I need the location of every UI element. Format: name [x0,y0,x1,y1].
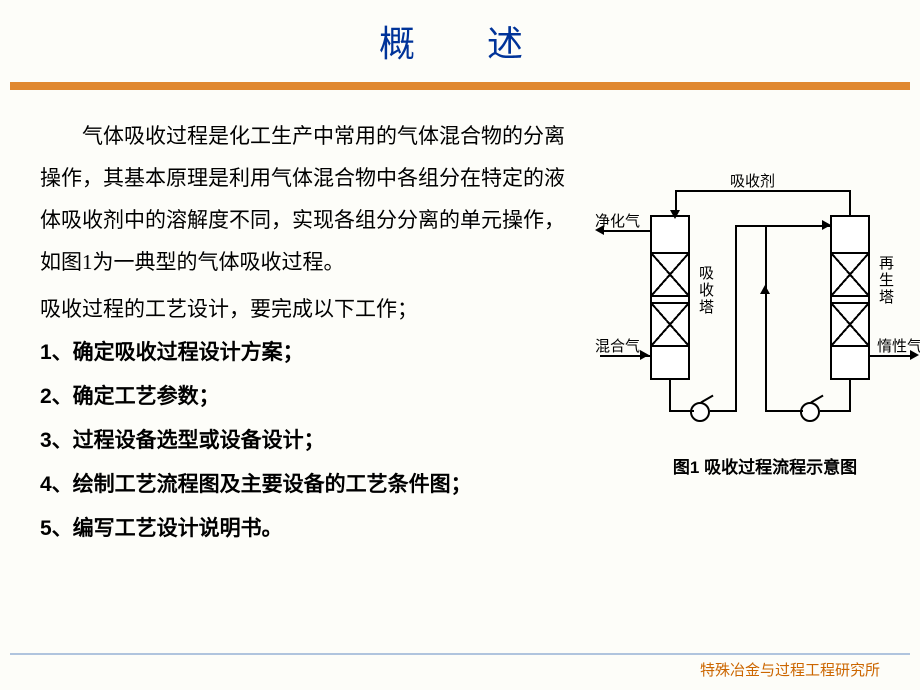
line [669,410,694,412]
line [710,410,735,412]
list-item: 4、绘制工艺流程图及主要设备的工艺条件图； [40,464,580,506]
regenerator-column-icon [830,215,870,380]
body-paragraph: 气体吸收过程是化工生产中常用的气体混合物的分离操作，其基本原理是利用气体混合物中… [40,115,580,283]
arrow-icon [760,285,770,294]
list-item: 1、确定吸收过程设计方案； [40,332,580,374]
figure-caption: 图1 吸收过程流程示意图 [615,453,915,478]
line [735,225,830,227]
list-item: 5、编写工艺设计说明书。 [40,508,580,550]
arrow-icon [822,220,831,230]
line [849,380,851,410]
line [830,190,850,192]
line [669,380,671,410]
pump-icon [690,402,710,422]
line [849,190,851,215]
purified-gas-label: 净化气 [595,210,640,231]
mixed-gas-label: 混合气 [595,335,640,356]
absorber-label: 吸收塔 [695,265,716,316]
figure-column: 吸收剂 净化气 混合气 惰性气 [580,115,915,550]
footer-text: 特殊冶金与过程工程研究所 [700,659,880,680]
process-diagram: 吸收剂 净化气 混合气 惰性气 [595,170,915,435]
arrow-icon [670,210,680,219]
list-item: 2、确定工艺参数； [40,376,580,418]
line [820,410,851,412]
absorber-column-icon [650,215,690,380]
line [675,190,695,192]
absorbent-label: 吸收剂 [730,170,775,191]
line [735,225,737,412]
list-item: 3、过程设备选型或设备设计； [40,420,580,462]
page-title: 概 述 [0,0,920,82]
divider-bar [10,82,910,90]
regenerator-label: 再生塔 [875,255,896,306]
footer-divider [10,653,910,655]
arrow-icon [640,350,649,360]
line [765,410,803,412]
pump-icon [800,402,820,422]
task-intro: 吸收过程的工艺设计，要完成以下工作； [40,288,580,330]
line [765,225,767,412]
content-area: 气体吸收过程是化工生产中常用的气体混合物的分离操作，其基本原理是利用气体混合物中… [0,90,920,550]
text-column: 气体吸收过程是化工生产中常用的气体混合物的分离操作，其基本原理是利用气体混合物中… [40,115,580,550]
inert-gas-label: 惰性气 [877,335,920,356]
